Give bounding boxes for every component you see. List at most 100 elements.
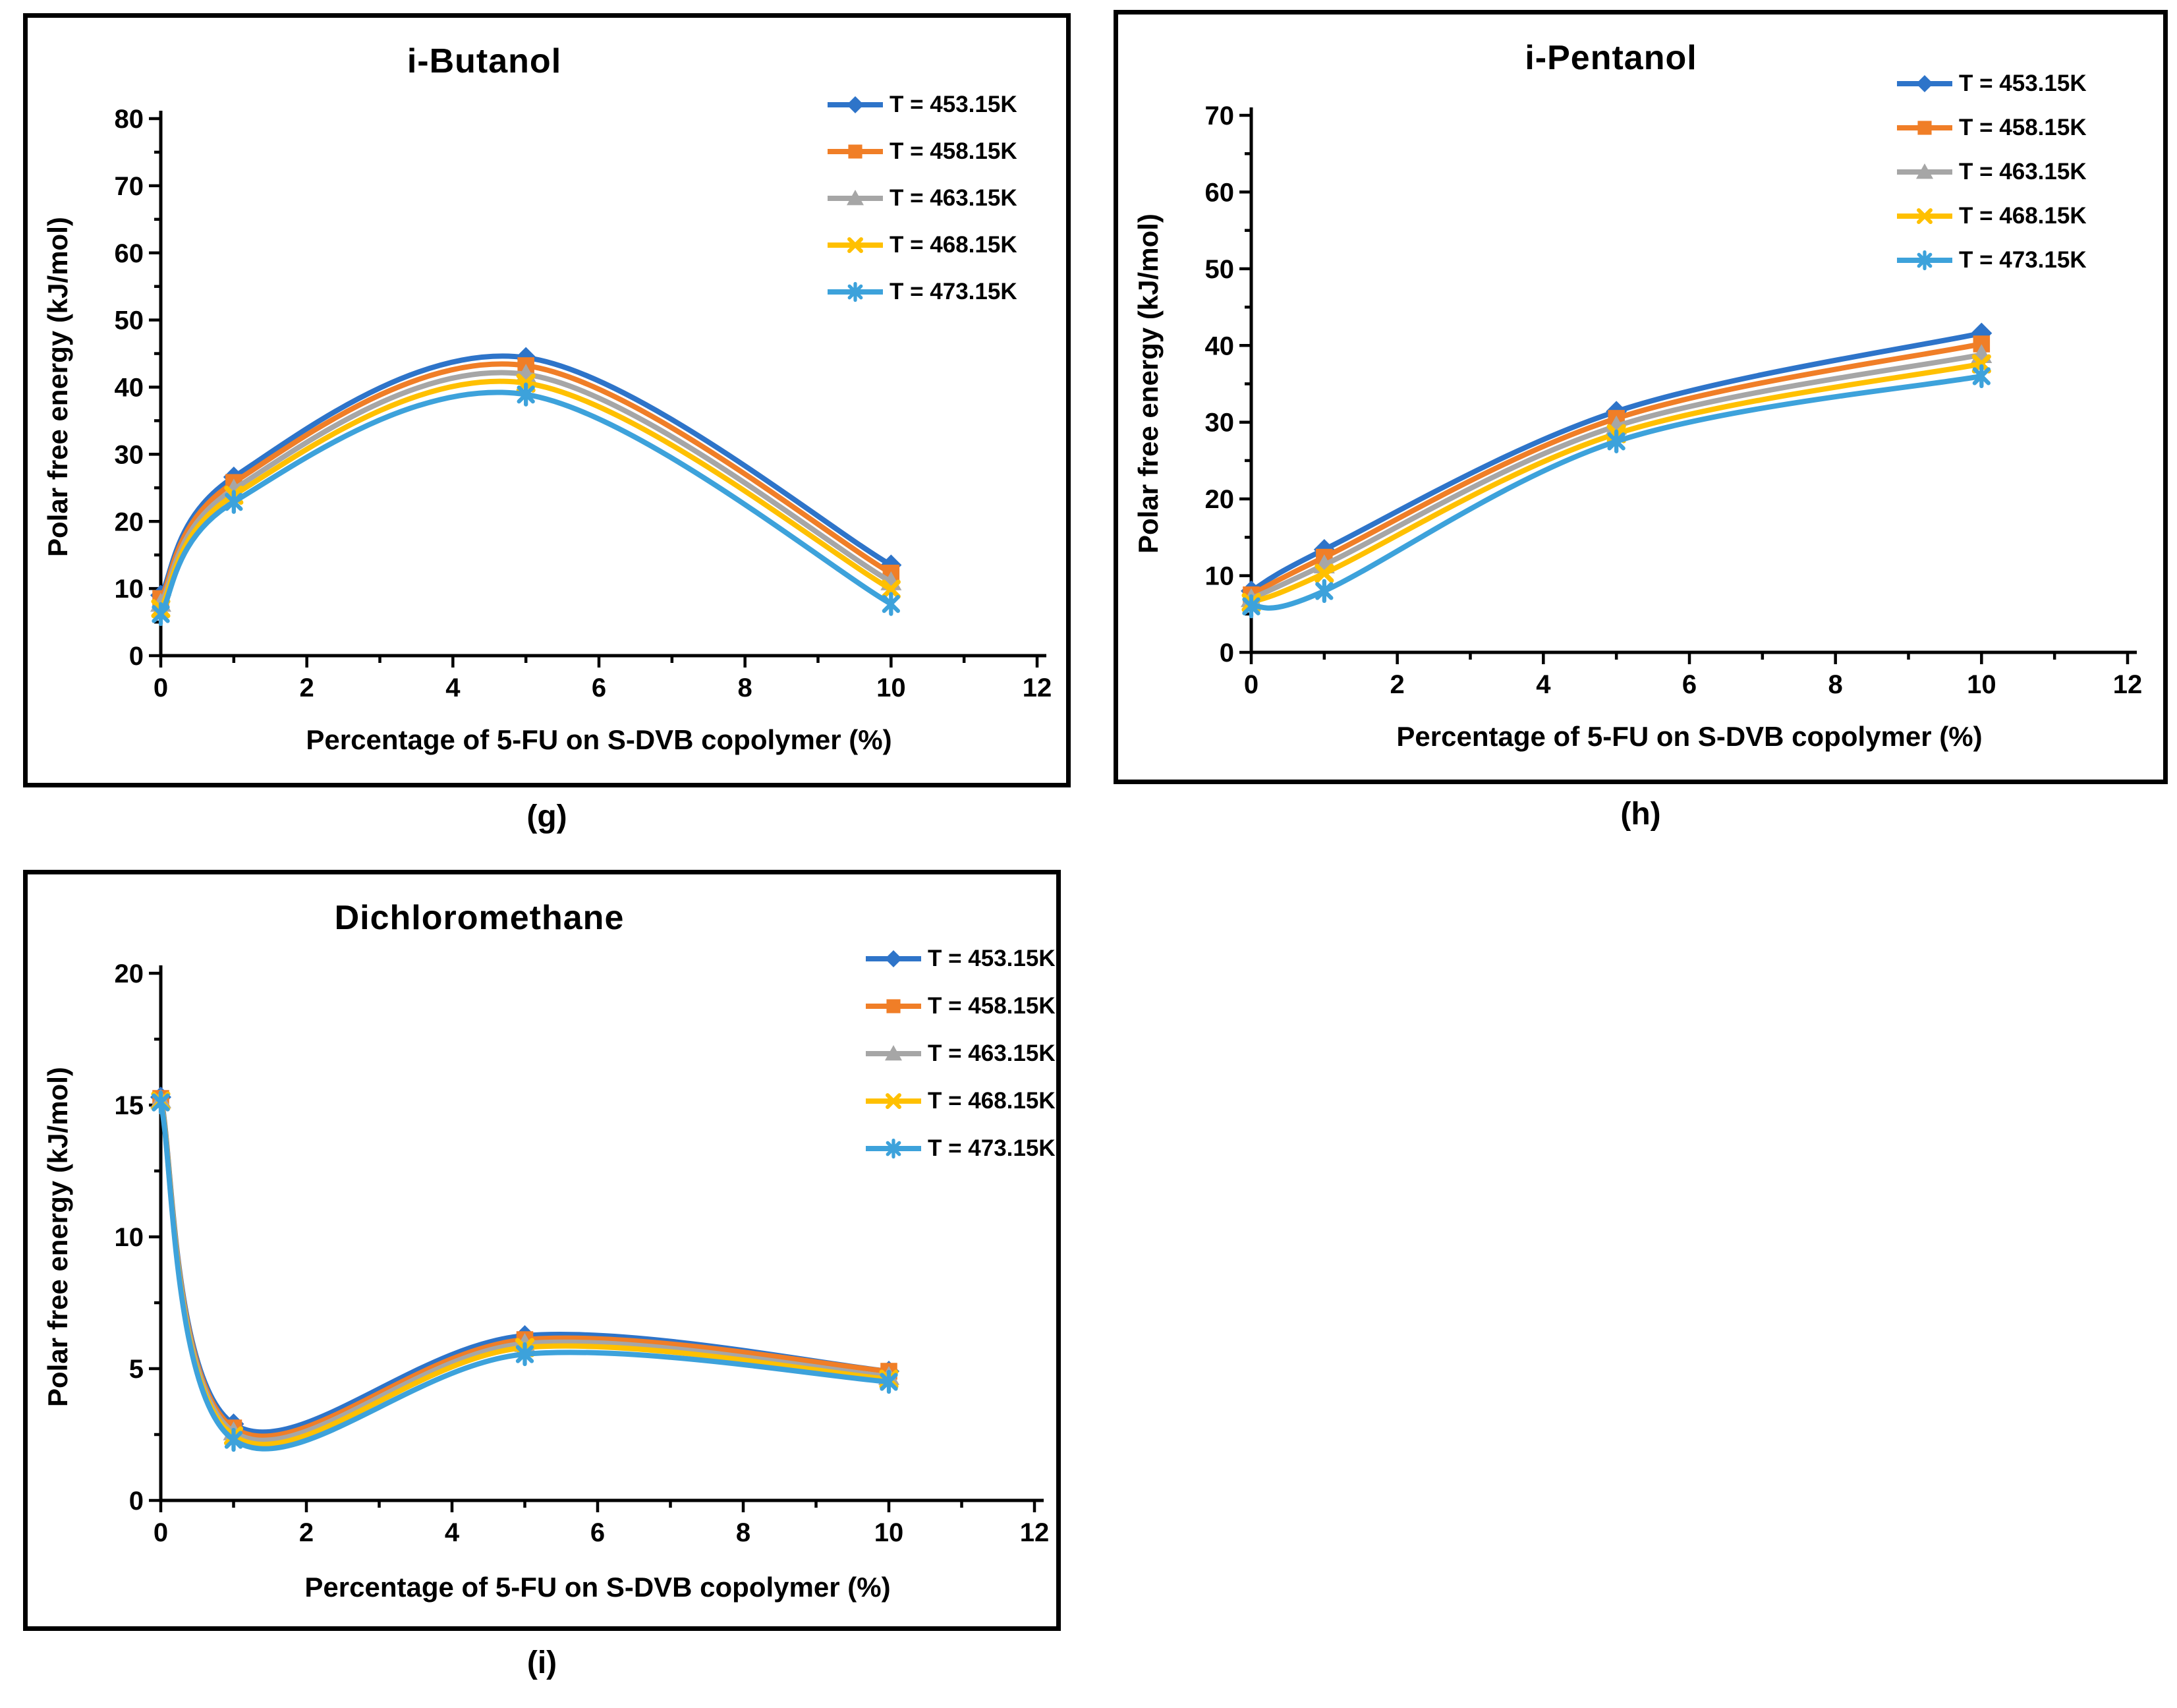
marker-asterisk <box>225 490 243 514</box>
legend-key-icon <box>828 281 883 302</box>
legend-key-icon <box>1897 163 1952 179</box>
legend-item-T=473.15K: T = 473.15K <box>864 1135 1056 1161</box>
y-tick-label: 20 <box>115 507 144 536</box>
legend-label: T = 458.15K <box>928 993 1056 1019</box>
marker-asterisk <box>1917 250 1933 271</box>
y-tick-label: 70 <box>115 172 144 201</box>
x-tick-label: 4 <box>1536 670 1551 699</box>
y-tick-label: 0 <box>129 1487 144 1516</box>
y-tick-label: 60 <box>115 239 144 268</box>
marker-x <box>1917 208 1933 224</box>
y-tick-label: 20 <box>1205 485 1235 514</box>
legend-key-icon <box>828 96 883 113</box>
legend-key-icon <box>1897 250 1952 271</box>
chart-title-g: i-Butanol <box>407 42 562 80</box>
legend-item-T=458.15K: T = 458.15K <box>826 138 1017 164</box>
legend-label: T = 463.15K <box>890 185 1017 211</box>
legend-item-T=463.15K: T = 463.15K <box>826 185 1017 211</box>
legend-label: T = 473.15K <box>890 279 1017 304</box>
series-line-T=453.15K <box>1249 330 1985 594</box>
y-tick-label: 50 <box>115 306 144 335</box>
x-tick-label: 8 <box>738 673 752 702</box>
marker-x <box>886 1093 901 1109</box>
legend-label: T = 463.15K <box>928 1040 1056 1066</box>
x-tick-label: 12 <box>1020 1518 1050 1547</box>
legend-label: T = 473.15K <box>928 1135 1056 1161</box>
series-line-T=463.15K <box>1249 352 1985 602</box>
y-tick-label: 5 <box>129 1355 144 1384</box>
marker-square <box>1917 121 1932 135</box>
legend-key-icon <box>1897 208 1952 224</box>
y-tick-label: 70 <box>1205 101 1235 130</box>
legend-key-icon <box>828 237 883 253</box>
marker-x <box>881 579 901 599</box>
legend-key-icon <box>866 999 921 1013</box>
tick-labels: 0 10 20 30 40 50 60 70 0 2 4 6 8 10 12 <box>1205 101 2143 699</box>
y-tick-label: 80 <box>115 105 144 134</box>
x-tick-label: 2 <box>299 1518 314 1547</box>
series-line-T=473.15K <box>158 1100 891 1452</box>
x-tick-label: 4 <box>445 673 461 702</box>
legend-g: T = 453.15K T = 458.15K T = 463.15K T = 468… <box>826 92 1017 304</box>
legend-i: T = 453.15K T = 458.15K T = 463.15K T = 468… <box>864 946 1056 1161</box>
y-axis-title-h: Polar free energy (kJ/mol) <box>1133 214 1164 554</box>
legend-item-T=468.15K: T = 468.15K <box>1896 203 2087 229</box>
legend-label: T = 473.15K <box>1959 247 2087 273</box>
legend-key-icon <box>866 950 921 967</box>
chart-title-i: Dichloromethane <box>334 899 625 937</box>
y-axis-title-i: Polar free energy (kJ/mol) <box>42 1067 73 1407</box>
x-tick-label: 12 <box>1023 673 1052 702</box>
marker-asterisk <box>1607 429 1626 453</box>
legend-item-T=468.15K: T = 468.15K <box>826 232 1017 258</box>
y-tick-label: 15 <box>115 1091 144 1120</box>
marker-square <box>848 144 862 159</box>
legend-item-T=453.15K: T = 453.15K <box>1896 71 2087 96</box>
marker-asterisk <box>152 1090 170 1115</box>
legend-item-T=463.15K: T = 463.15K <box>1896 159 2087 185</box>
marker-diamond <box>847 96 864 113</box>
legend-label: T = 468.15K <box>1959 203 2087 229</box>
x-tick-label: 12 <box>2113 670 2143 699</box>
legend-label: T = 453.15K <box>1959 71 2087 96</box>
series-line-T=463.15K <box>158 1097 891 1443</box>
marker-asterisk <box>880 1369 898 1394</box>
series-group <box>1241 322 1993 619</box>
y-tick-label: 20 <box>115 959 144 988</box>
marker-asterisk <box>1972 364 1991 389</box>
legend-key-icon <box>866 1045 921 1061</box>
x-tick-label: 0 <box>1244 670 1258 699</box>
y-tick-label: 30 <box>1205 409 1235 438</box>
legend-item-T=463.15K: T = 463.15K <box>864 1040 1056 1066</box>
y-tick-label: 0 <box>1220 639 1234 668</box>
x-tick-label: 8 <box>1828 670 1843 699</box>
panel-caption-h: (h) <box>1620 797 1661 832</box>
legend-label: T = 458.15K <box>890 138 1017 164</box>
tick-labels: 0 5 10 15 20 0 2 4 6 8 10 12 <box>115 959 1050 1547</box>
y-tick-label: 50 <box>1205 255 1235 284</box>
legend-item-T=473.15K: T = 473.15K <box>826 279 1017 304</box>
x-tick-label: 10 <box>1967 670 1996 699</box>
series-line-T=458.15K <box>158 1096 891 1439</box>
legend-h: T = 453.15K T = 458.15K T = 463.15K T = 468… <box>1896 71 2087 273</box>
x-tick-label: 10 <box>876 673 906 702</box>
chart-title-h: i-Pentanol <box>1525 39 1697 77</box>
legend-label: T = 468.15K <box>928 1088 1056 1114</box>
y-tick-label: 30 <box>115 440 144 469</box>
chart-plot-h: 0 10 20 30 40 50 60 70 0 2 4 6 8 10 12 <box>1205 101 2143 699</box>
y-tick-label: 40 <box>115 374 144 403</box>
legend-key-icon <box>828 144 883 159</box>
marker-diamond <box>885 950 902 967</box>
series-line-T=458.15K <box>1249 341 1985 598</box>
x-tick-label: 8 <box>736 1518 750 1547</box>
legend-key-icon <box>1897 75 1952 92</box>
legend-key-icon <box>828 190 883 206</box>
legend-item-T=453.15K: T = 453.15K <box>826 92 1017 117</box>
legend-item-T=458.15K: T = 458.15K <box>864 993 1056 1019</box>
series-line-T=463.15K <box>158 370 894 606</box>
y-tick-label: 10 <box>115 1223 144 1252</box>
legend-item-T=453.15K: T = 453.15K <box>864 946 1056 971</box>
legend-item-T=458.15K: T = 458.15K <box>1896 115 2087 140</box>
panel-caption-g: (g) <box>526 799 567 834</box>
marker-triangle <box>885 1045 902 1061</box>
